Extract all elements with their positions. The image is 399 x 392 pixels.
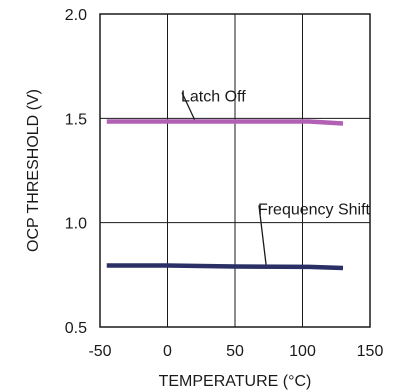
x-tick-label: 150 (357, 343, 384, 360)
x-tick-label: 0 (163, 343, 172, 360)
grid (100, 14, 370, 327)
x-axis-label: TEMPERATURE (°C) (159, 373, 312, 390)
series-lines (106, 119, 344, 271)
y-tick-label: 1.0 (65, 216, 87, 233)
annotation-leader-2 (258, 205, 267, 265)
x-tick-label: 100 (289, 343, 316, 360)
y-tick-label: 2.0 (65, 7, 87, 24)
annotations: Latch Off Frequency Shift (181, 89, 371, 265)
x-tick-label: 50 (226, 343, 244, 360)
x-tick-label: -50 (88, 343, 111, 360)
series-line-1 (106, 119, 344, 126)
tick-labels: -50 0 50 100 150 0.5 1.0 1.5 2.0 (65, 7, 384, 360)
plot-frame (99, 13, 371, 328)
y-axis-label: OCP THRESHOLD (V) (25, 89, 42, 252)
series-line-2 (106, 263, 344, 271)
annotation-leader-1 (181, 92, 196, 120)
annotation-label-2: Frequency Shift (258, 201, 371, 218)
y-tick-label: 1.5 (65, 111, 87, 128)
y-tick-label: 0.5 (65, 320, 87, 337)
annotation-label-1: Latch Off (181, 89, 246, 106)
